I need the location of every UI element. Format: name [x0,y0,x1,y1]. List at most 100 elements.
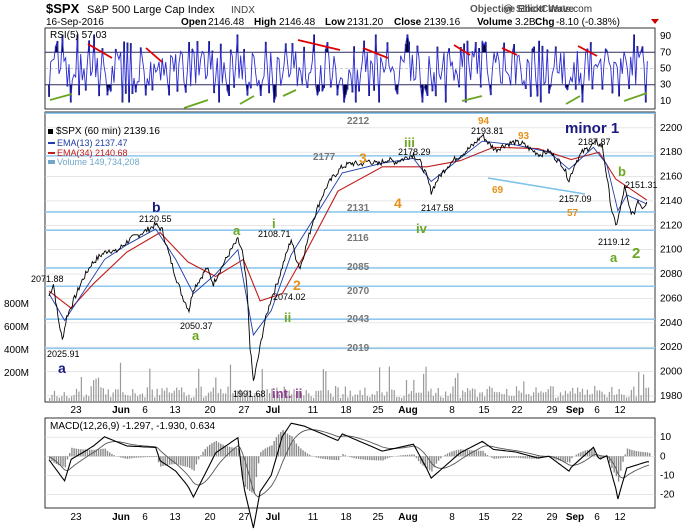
rsi-bullish-divergence [282,89,297,97]
macd-histogram-bar [569,456,571,463]
volume-bar [376,391,378,402]
volume-bar [442,397,444,402]
volume-bar [300,393,302,402]
price-tick-label: 2040 [660,318,683,329]
wave-label-3: 3 [359,150,367,166]
volume-bar [330,393,332,402]
volume-bar [122,392,124,402]
macd-tick-label: 10 [660,432,672,443]
volume-bar [440,396,442,402]
macd-histogram-bar [377,456,380,461]
volume-bar [110,397,112,402]
volume-bar [486,389,488,402]
macd-histogram-bar [371,456,373,461]
volume-axis: 800M 600M 400M 200M [4,299,29,379]
macd-histogram-bar [437,456,440,461]
volume-bar [168,392,170,402]
macd-histogram-bar [75,448,78,457]
volume-bar [518,390,520,402]
level-label-2043: 2043 [347,314,370,325]
macd-histogram-bar [362,456,364,460]
macd-histogram-bar [382,456,384,461]
price-annotation-2025-91: 2025.91 [47,349,80,359]
date-tick-label: 27 [238,405,250,416]
volume-bar [484,396,486,402]
volume-bar [305,390,307,402]
date-tick-label: Aug [398,405,417,416]
volume-bar [577,387,579,402]
macd-histogram-bar [66,456,69,460]
macd-histogram-bar [140,456,142,458]
volume-bar [594,386,596,402]
macd-histogram-bar [226,446,229,457]
macd-histogram-bar [104,448,106,457]
macd-histogram-bar [506,456,509,458]
volume-bar [127,395,129,402]
level-label-2070: 2070 [347,286,370,297]
macd-histogram-bar [155,456,158,457]
volume-bar [203,397,205,402]
volume-bar [503,394,505,402]
volume-bar [555,397,557,402]
level-label-2131: 2131 [347,203,370,214]
volume-bar [266,388,268,402]
volume-bar [398,396,400,402]
macd-histogram-bar [475,450,478,457]
date-tick-label: 29 [546,405,558,416]
macd-histogram-bar [124,456,126,459]
low-label: Low [325,17,345,28]
volume-bars [49,362,650,402]
volume-bar [354,394,356,402]
macd-histogram-bar [386,456,389,459]
wave-label-iv: iv [416,221,428,236]
volume-bar [291,394,293,402]
volume-bar [137,396,139,402]
macd-histogram-bar [640,451,642,457]
volume-bar [596,390,598,402]
volume-bar [420,392,422,402]
macd-histogram-bar [342,453,344,457]
volume-bar [388,366,390,402]
volume-bar [308,393,310,402]
volume-bar [278,394,280,402]
volume-bar [171,393,173,402]
rsi-oversold-fill [246,84,249,96]
macd-histogram-bar [360,456,362,460]
volume-bar [366,395,368,402]
volume-bar [454,377,456,402]
macd-histogram-bar [600,456,602,460]
volume-bar [369,397,371,402]
macd-histogram-bar [451,451,453,457]
macd-histogram-bar [495,456,498,459]
macd-histogram-bar [526,456,529,459]
volume-bar [374,394,376,402]
macd-histogram-bar [229,446,231,457]
volume-bar [498,392,500,402]
macd-histogram-bar [491,456,493,458]
volume-bar [220,388,222,402]
macd-histogram-bar [266,447,269,457]
volume-bar [533,392,535,402]
macd-histogram-bar [157,456,160,463]
macd-tick-label: 0 [660,451,666,462]
volume-tick-label: 600M [4,322,29,333]
macd-histogram-bar [273,440,275,457]
volume-bar [564,390,566,402]
volume-bar [56,396,58,402]
macd-histogram-bar [84,449,86,457]
date-tick-label: 8 [449,512,455,523]
volume-bar [129,396,131,402]
macd-histogram-bar [111,453,113,457]
macd-histogram-bar [575,454,578,457]
volume-bar [124,394,126,402]
volume-bar [589,394,591,402]
rsi-bearish-divergence [453,44,471,56]
volume-bar [535,387,537,402]
macd-histogram-bar [484,453,486,457]
macd-histogram-bar [571,456,573,459]
price-tick-label: 2140 [660,196,683,207]
macd-histogram-bar [624,454,626,457]
volume-bar [269,393,271,402]
volume-bar [381,392,383,402]
price-annotation-2147-58: 2147.58 [421,203,454,213]
